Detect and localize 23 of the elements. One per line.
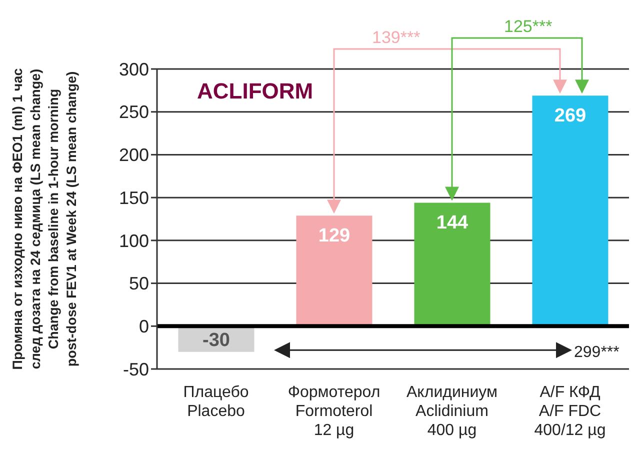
y-axis-title: Промяна от изходно ниво на ФЕО1 (ml) 1 час след дозата на 24 седмица (LS mean change) Change from baseline in 1-hour morning post-dose FEV1 at Week 24 (LS mean change) (10, 68, 79, 370)
bar (296, 216, 372, 326)
y-tick-label: 100 (118, 230, 149, 251)
bar (532, 96, 608, 326)
x-tick-label: Аклидиниум Aclidinium 400 µg (406, 384, 498, 439)
y-tick-label: 300 (118, 59, 149, 80)
y-tick-label: 250 (118, 102, 149, 122)
text: 139*** (372, 28, 421, 47)
data-label: 129 (318, 226, 350, 247)
data-label: 144 (436, 212, 469, 234)
data-label: 269 (554, 106, 586, 127)
y-tick-label: 50 (128, 274, 149, 294)
x-tick-label: Плацебо Placebo (183, 384, 249, 420)
annotation: ACLIFORM (197, 78, 314, 104)
x-tick-label: Формотерол Formoterol 12 µg (288, 384, 380, 439)
data-label: -30 (202, 330, 230, 351)
annotation: 299*** (574, 344, 620, 362)
text: 125*** (504, 17, 553, 36)
y-tick-label: 0 (138, 316, 149, 337)
y-tick-label: 150 (118, 188, 149, 208)
y-tick-label: -50 (122, 359, 149, 380)
y-tick-label: 200 (118, 145, 149, 166)
x-tick-label: A/F КФД A/F FDC 400/12 µg (534, 384, 606, 439)
